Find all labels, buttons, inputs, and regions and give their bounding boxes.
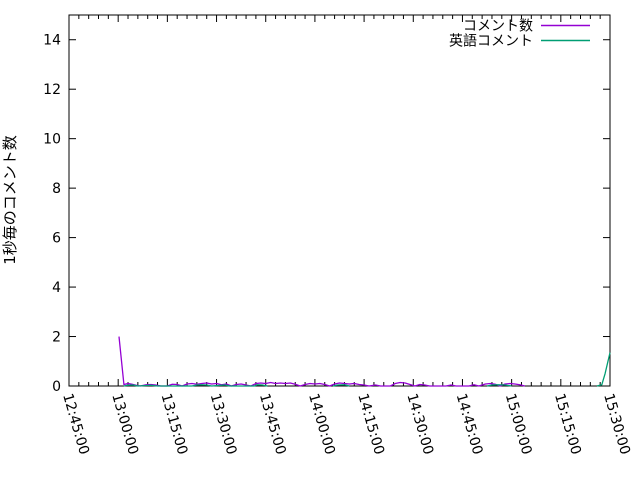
x-tick-label: 14:15:00	[354, 392, 387, 457]
y-tick-label: 6	[52, 231, 61, 247]
y-axis-label: 1秒毎のコメント数	[1, 135, 19, 265]
series-line-comment-count	[118, 336, 525, 387]
x-tick-label: 13:45:00	[256, 392, 289, 457]
x-tick-label: 12:45:00	[59, 392, 92, 457]
legend-label-english-comments: 英語コメント	[449, 33, 533, 50]
x-tick-label: 15:30:00	[600, 392, 633, 457]
series-line-english-comments	[123, 384, 268, 387]
x-tick-label: 13:15:00	[158, 392, 191, 457]
y-tick-label: 8	[52, 181, 61, 197]
x-tick-label: 13:30:00	[207, 392, 240, 457]
series-line-english-comments	[596, 352, 611, 387]
plot-border	[68, 14, 611, 387]
x-axis-ticks: 12:45:00 13:00:00 13:15:00 13:30:00 13:45:00…	[59, 15, 633, 457]
x-tick-label: 14:30:00	[403, 392, 436, 457]
x-tick-label: 14:00:00	[305, 392, 338, 457]
x-tick-label: 15:00:00	[502, 392, 535, 457]
series-line-english-comments	[486, 384, 512, 387]
y-tick-label: 10	[43, 132, 61, 148]
x-tick-label: 14:45:00	[453, 392, 486, 457]
y-axis-ticks: 0 2 4 6 8 10 12 14	[43, 33, 610, 395]
series-lines	[118, 336, 611, 387]
y-tick-label: 2	[52, 330, 61, 346]
y-tick-label: 14	[43, 33, 61, 49]
y-tick-label: 12	[43, 82, 61, 98]
series-line-english-comments	[332, 384, 350, 387]
y-tick-label: 4	[52, 280, 61, 296]
y-tick-label: 0	[52, 379, 61, 395]
legend-label-comment-count: コメント数	[463, 19, 533, 35]
x-tick-label: 13:00:00	[108, 392, 141, 457]
x-tick-label: 15:15:00	[551, 392, 584, 457]
